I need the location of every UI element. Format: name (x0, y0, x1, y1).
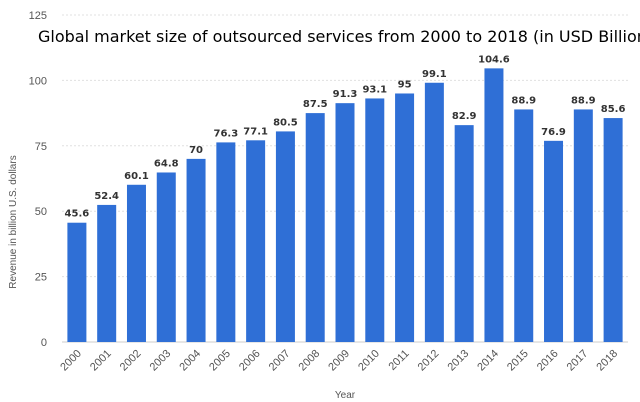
x-tick-label: 2008 (297, 348, 323, 374)
bar-2013[interactable] (454, 125, 474, 342)
x-tick-label: 2010 (356, 348, 382, 374)
x-tick-label: 2015 (505, 348, 531, 374)
x-tick-label: 2000 (58, 348, 84, 374)
data-label: 52.4 (94, 191, 119, 202)
data-labels: 45.6 52.4 60.1 64.8 70 76.3 77.1 80.5 87.5 91.3 93… (65, 54, 626, 219)
x-tick-label: 2013 (445, 348, 471, 374)
bar-2014[interactable] (484, 68, 504, 343)
y-tick-label: 25 (35, 272, 47, 284)
y-tick-label: 125 (29, 10, 47, 22)
bar-2009[interactable] (335, 103, 355, 342)
bar-2006[interactable] (246, 140, 266, 342)
x-tick-label: 2018 (594, 348, 620, 374)
bar-2005[interactable] (216, 142, 236, 342)
data-label: 87.5 (303, 99, 328, 110)
x-tick-label: 2017 (565, 348, 591, 374)
bar-2000[interactable] (67, 222, 87, 342)
bar-2001[interactable] (97, 204, 117, 342)
data-label: 60.1 (124, 171, 149, 182)
bar-2012[interactable] (424, 82, 444, 343)
bar-2016[interactable] (544, 140, 564, 342)
data-label: 80.5 (273, 117, 298, 128)
data-label: 82.9 (452, 111, 477, 122)
data-label: 88.9 (571, 95, 596, 106)
x-tick-label: 2007 (267, 348, 293, 374)
data-label: 85.6 (601, 104, 626, 115)
data-label: 88.9 (511, 95, 536, 106)
chart-title: Global market size of outsourced service… (38, 27, 640, 46)
x-tick-label: 2004 (177, 348, 203, 374)
data-label: 91.3 (333, 89, 358, 100)
data-label: 95 (398, 79, 412, 90)
x-axis-label: Year (335, 390, 356, 401)
y-tick-label: 0 (41, 337, 47, 349)
x-tick-label: 2003 (148, 348, 174, 374)
bar-2015[interactable] (514, 109, 534, 343)
y-axis-label: Revenue in billion U.S. dollars (8, 155, 19, 288)
y-axis-ticks: 0 25 50 75 100 125 (29, 10, 47, 349)
bar-2011[interactable] (395, 93, 415, 342)
x-tick-label: 2009 (326, 348, 352, 374)
bar-2018[interactable] (603, 118, 623, 342)
data-label: 70 (189, 145, 203, 156)
bar-2004[interactable] (186, 158, 206, 342)
data-label: 77.1 (243, 126, 268, 137)
x-tick-label: 2011 (386, 348, 411, 373)
bars (67, 68, 623, 343)
data-label: 76.9 (541, 127, 566, 138)
data-label: 104.6 (478, 54, 510, 65)
x-tick-label: 2001 (88, 348, 114, 374)
bar-2008[interactable] (305, 113, 325, 342)
data-label: 93.1 (362, 84, 387, 95)
y-tick-label: 75 (35, 141, 47, 153)
x-tick-label: 2012 (416, 348, 442, 374)
y-tick-label: 50 (35, 206, 47, 218)
x-tick-label: 2005 (207, 348, 233, 374)
bar-2003[interactable] (156, 172, 176, 342)
bar-2010[interactable] (365, 98, 385, 342)
bar-2002[interactable] (126, 184, 146, 342)
x-tick-label: 2016 (535, 348, 561, 374)
bar-2017[interactable] (573, 109, 593, 343)
x-tick-label: 2002 (118, 348, 144, 374)
y-tick-label: 100 (29, 75, 47, 87)
x-axis-ticks: 2000 2001 2002 2003 2004 2005 2006 2007 2008 2009… (58, 348, 620, 374)
data-label: 99.1 (422, 69, 447, 80)
data-label: 76.3 (213, 128, 238, 139)
x-tick-label: 2014 (475, 348, 501, 374)
data-label: 64.8 (154, 158, 179, 169)
x-tick-label: 2006 (237, 348, 263, 374)
bar-2007[interactable] (275, 131, 295, 342)
data-label: 45.6 (65, 209, 90, 220)
